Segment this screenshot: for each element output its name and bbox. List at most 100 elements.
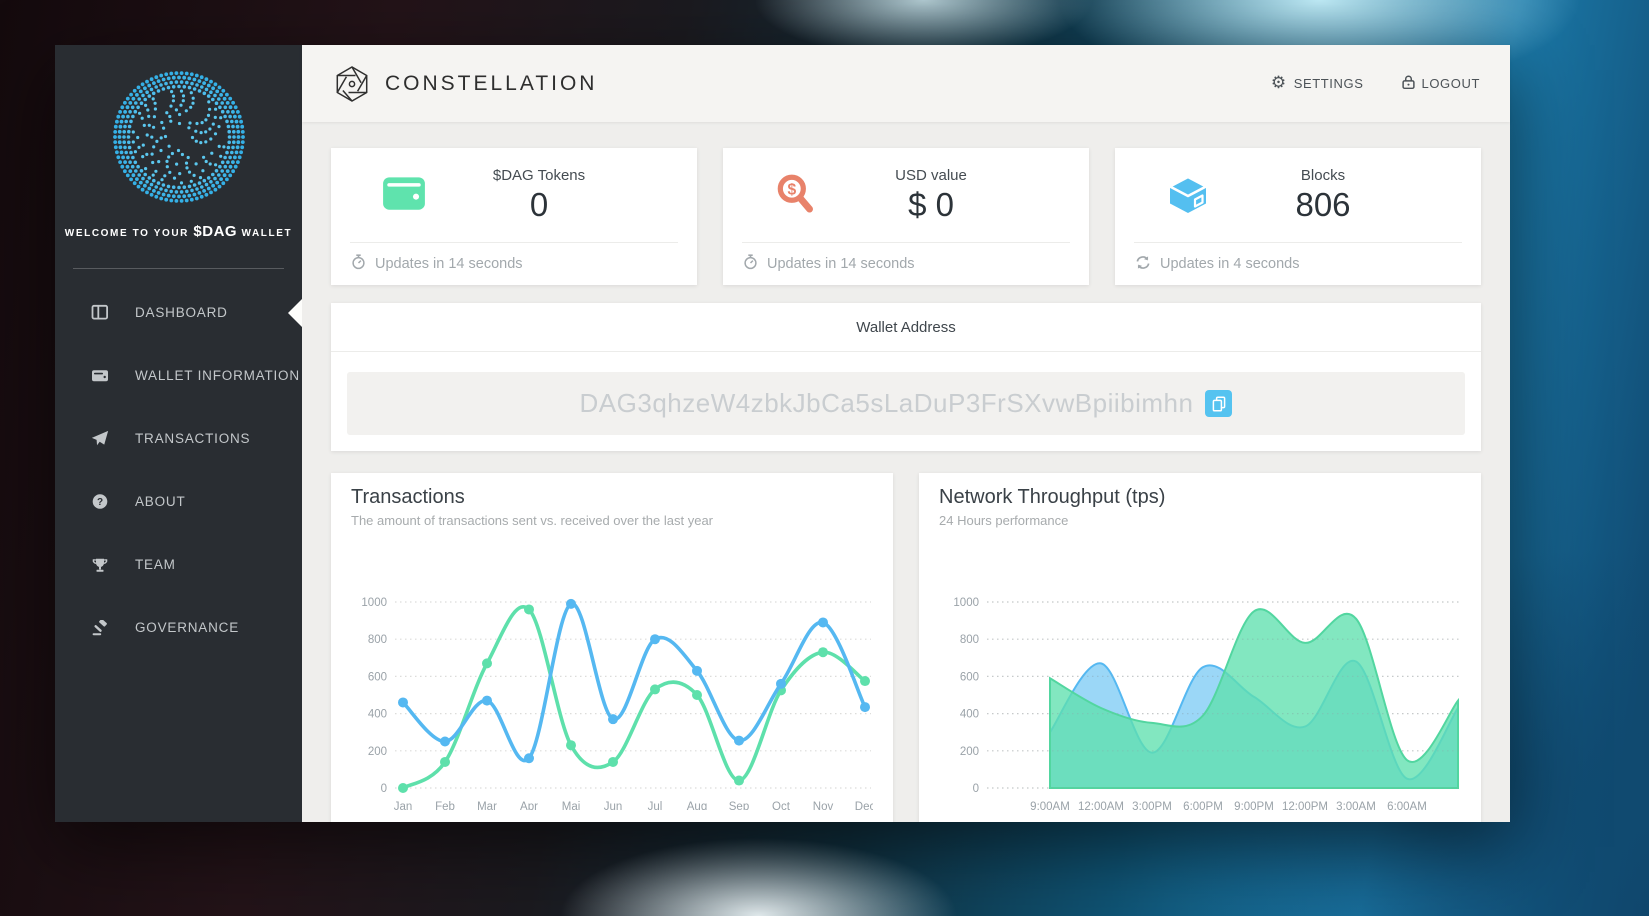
svg-text:6:00PM: 6:00PM — [1183, 801, 1223, 810]
sidebar: WELCOME TO YOUR $DAG WALLET DASHBOARD WA… — [55, 45, 302, 822]
svg-text:Mar: Mar — [477, 801, 497, 810]
svg-text:9:00AM: 9:00AM — [1030, 801, 1070, 810]
svg-text:400: 400 — [368, 709, 387, 721]
svg-text:Sep: Sep — [729, 801, 749, 810]
sidebar-item-transactions[interactable]: TRANSACTIONS — [55, 407, 302, 470]
welcome-prefix: WELCOME TO YOUR — [64, 228, 189, 239]
sidebar-item-label: GOVERNANCE — [135, 620, 240, 635]
sidebar-item-label: WALLET INFORMATION — [135, 368, 300, 383]
stat-card-usd-value: $ USD value $ 0 Updates in 14 seconds — [723, 148, 1089, 285]
copy-icon — [1212, 395, 1226, 412]
svg-text:3:00AM: 3:00AM — [1336, 801, 1376, 810]
svg-text:3:00PM: 3:00PM — [1132, 801, 1172, 810]
stat-footer-text: Updates in 14 seconds — [767, 256, 915, 272]
svg-text:200: 200 — [960, 746, 979, 758]
sidebar-item-wallet-information[interactable]: WALLET INFORMATION — [55, 344, 302, 407]
stat-title: Blocks — [1300, 166, 1346, 184]
svg-text:1000: 1000 — [361, 597, 387, 609]
wallet-app-window: WELCOME TO YOUR $DAG WALLET DASHBOARD WA… — [55, 45, 1510, 822]
card-divider — [1134, 242, 1462, 243]
svg-text:6:00AM: 6:00AM — [1387, 801, 1427, 810]
throughput-chart-card: Network Throughput (tps) 24 Hours perfor… — [919, 473, 1481, 822]
svg-text:1000: 1000 — [953, 597, 979, 609]
wallet-address-value: DAG3qhzeW4zbkJbCa5sLaDuP3FrSXvwBpiibimhn — [579, 388, 1194, 418]
svg-text:9:00PM: 9:00PM — [1234, 801, 1274, 810]
svg-text:Mai: Mai — [562, 801, 581, 810]
question-circle-icon: ? — [91, 493, 109, 510]
svg-text:Jan: Jan — [394, 801, 413, 810]
svg-text:12:00AM: 12:00AM — [1078, 801, 1124, 810]
stat-footer-text: Updates in 4 seconds — [1160, 256, 1300, 272]
throughput-area-chart: 0 200 400 600 800 1000 9:00AM 12:00AM 3:00PM 6:00… — [953, 597, 1459, 810]
welcome-token: $DAG — [193, 223, 238, 240]
chart-subtitle: The amount of transactions sent vs. rece… — [351, 513, 714, 528]
transactions-chart-card: Transactions The amount of transactions … — [331, 473, 893, 822]
chart-subtitle: 24 Hours performance — [939, 513, 1069, 528]
svg-text:800: 800 — [368, 634, 387, 646]
trophy-icon — [91, 556, 109, 573]
stat-card-blocks: Blocks 806 Updates in 4 seconds — [1115, 148, 1481, 285]
gear-icon: ⚙ — [1270, 73, 1287, 93]
cube-icon — [1165, 172, 1215, 218]
main-content: CONSTELLATION ⚙ SETTINGS LOGOUT — [302, 45, 1510, 822]
sidebar-item-about[interactable]: ? ABOUT — [55, 470, 302, 533]
svg-text:0: 0 — [381, 783, 387, 795]
stat-card-dag-tokens: $DAG Tokens 0 Updates in 14 seconds — [331, 148, 697, 285]
stat-title: USD value — [895, 166, 967, 184]
svg-text:Jun: Jun — [604, 801, 623, 810]
svg-text:Jul: Jul — [648, 801, 663, 810]
wallet-address-card: Wallet Address DAG3qhzeW4zbkJbCa5sLaDuP3… — [331, 303, 1481, 451]
welcome-text: WELCOME TO YOUR $DAG WALLET — [55, 223, 302, 240]
sidebar-item-label: DASHBOARD — [135, 305, 228, 320]
sidebar-divider — [73, 268, 284, 269]
sidebar-item-dashboard[interactable]: DASHBOARD — [55, 281, 302, 344]
card-divider — [331, 351, 1481, 352]
gavel-icon — [91, 619, 109, 636]
dashboard-icon — [91, 304, 109, 321]
chart-title: Transactions — [351, 486, 465, 508]
wallet-address-box: DAG3qhzeW4zbkJbCa5sLaDuP3FrSXvwBpiibimhn — [347, 372, 1465, 435]
chart-title: Network Throughput (tps) — [939, 486, 1166, 508]
wallet-icon — [91, 367, 109, 384]
sidebar-item-label: TRANSACTIONS — [135, 431, 251, 446]
settings-label: SETTINGS — [1293, 76, 1364, 91]
sync-icon — [1135, 255, 1151, 274]
svg-text:600: 600 — [960, 671, 979, 683]
svg-text:Oct: Oct — [772, 801, 791, 810]
svg-text:$: $ — [787, 181, 796, 198]
settings-button[interactable]: ⚙ SETTINGS — [1271, 75, 1364, 92]
svg-text:Nov: Nov — [813, 801, 834, 810]
wallet-address-title: Wallet Address — [856, 319, 956, 336]
card-divider — [350, 242, 678, 243]
sidebar-item-label: ABOUT — [135, 494, 186, 509]
usd-search-icon: $ — [773, 172, 823, 218]
svg-text:12:00PM: 12:00PM — [1282, 801, 1328, 810]
logout-button[interactable]: LOGOUT — [1401, 74, 1481, 93]
logout-label: LOGOUT — [1421, 76, 1480, 91]
paper-plane-icon — [91, 430, 109, 447]
svg-text:?: ? — [97, 497, 103, 508]
hexagon-aperture-logo — [336, 65, 368, 102]
stat-value: $ 0 — [908, 185, 954, 223]
sidebar-item-label: TEAM — [135, 557, 176, 572]
welcome-suffix: WALLET — [241, 228, 293, 239]
card-divider — [742, 242, 1070, 243]
svg-text:200: 200 — [368, 746, 387, 758]
svg-text:0: 0 — [973, 783, 979, 795]
svg-text:Feb: Feb — [435, 801, 455, 810]
svg-text:400: 400 — [960, 709, 979, 721]
sidebar-item-team[interactable]: TEAM — [55, 533, 302, 596]
svg-text:Aug: Aug — [687, 801, 707, 810]
dotted-sphere-logo — [112, 71, 245, 203]
sidebar-item-governance[interactable]: GOVERNANCE — [55, 596, 302, 659]
svg-text:800: 800 — [960, 634, 979, 646]
sidebar-nav: DASHBOARD WALLET INFORMATION TRANSACTION… — [55, 281, 302, 659]
brand: CONSTELLATION — [332, 64, 597, 104]
copy-address-button[interactable] — [1205, 390, 1233, 417]
svg-text:Apr: Apr — [520, 801, 538, 810]
svg-text:600: 600 — [368, 671, 387, 683]
wallet-icon — [381, 172, 431, 218]
brand-name: CONSTELLATION — [385, 71, 598, 95]
transactions-line-chart: 0 200 400 600 800 1000 Jan Feb Mar Apr Mai Jun Jul Au… — [361, 597, 873, 810]
stat-footer-text: Updates in 14 seconds — [375, 256, 523, 272]
